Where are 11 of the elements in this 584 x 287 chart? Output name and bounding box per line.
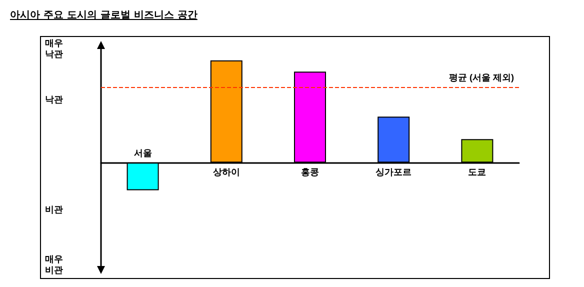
x-tick-label: 상하이: [212, 167, 240, 178]
x-tick-label: 도쿄: [468, 167, 486, 178]
text: 비관: [45, 206, 63, 216]
chart-title: 아시아 주요 도시의 글로벌 비즈니스 공간: [10, 9, 198, 22]
x-tick-label: 서울: [134, 148, 152, 158]
text: 낙관: [45, 95, 63, 106]
text: 매우 낙관: [45, 39, 66, 60]
x-tick-label: 홍콩: [301, 167, 319, 178]
ref-line-label: 평균 (서울 제외): [449, 72, 514, 82]
x-tick-label: 싱가포르: [376, 167, 412, 178]
text: 매우 비관: [45, 255, 66, 276]
